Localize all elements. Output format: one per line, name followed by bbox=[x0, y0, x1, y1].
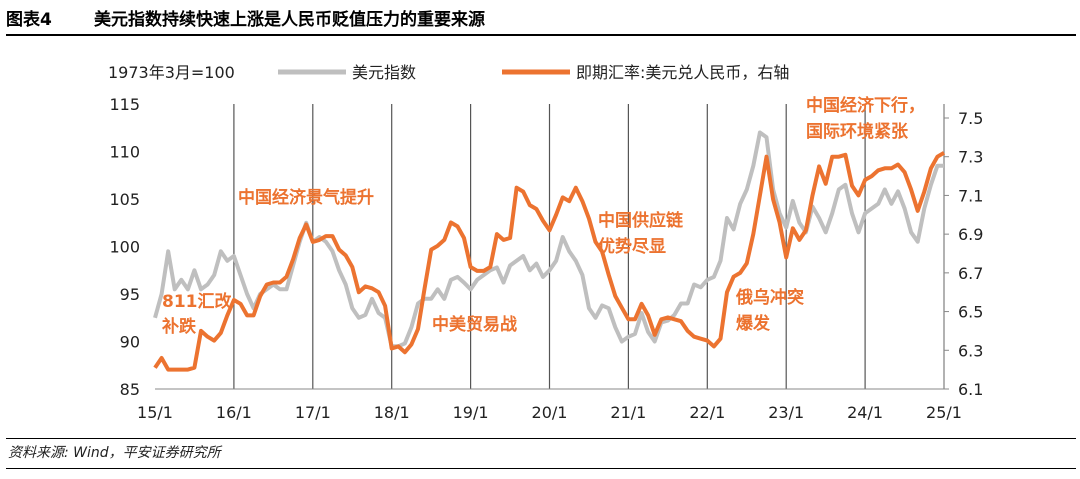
x-tick-label: 15/1 bbox=[137, 403, 173, 422]
left-tick-label: 105 bbox=[109, 190, 140, 209]
annotation-downturn-line1: 中国经济下行， bbox=[806, 95, 925, 116]
series-line-dxy bbox=[153, 130, 944, 349]
annotation-811-line1: 811汇改 bbox=[162, 291, 232, 312]
vertical-grid bbox=[233, 104, 945, 389]
x-tick-label: 21/1 bbox=[610, 403, 646, 422]
right-tick-label: 6.1 bbox=[958, 380, 983, 399]
x-axis-ticks: 15/1 16/1 17/1 18/1 19/1 20/1 21/1 22/1 23/1 24/1… bbox=[137, 403, 962, 422]
left-tick-label: 85 bbox=[120, 380, 140, 399]
right-axis-ticks: 6.1 6.3 6.5 6.7 6.9 7.1 7.3 7.5 bbox=[944, 109, 983, 399]
right-tick-label: 7.5 bbox=[958, 109, 983, 128]
annotation-supply-chain-line2: 优势尽显 bbox=[598, 236, 666, 257]
x-tick-label: 16/1 bbox=[216, 403, 252, 422]
header-rule bbox=[6, 34, 1076, 36]
left-tick-label: 115 bbox=[109, 95, 140, 114]
figure-label: 图表4 bbox=[6, 9, 52, 30]
x-tick-label: 17/1 bbox=[295, 403, 331, 422]
bottom-rule bbox=[6, 468, 1076, 469]
legend-label-usdcny: 即期汇率:美元兑人民币，右轴 bbox=[576, 63, 789, 82]
annotation-economy-up: 中国经济景气提升 bbox=[238, 187, 374, 208]
annotation-811-line2: 补跌 bbox=[161, 316, 197, 337]
chart: 1973年3月=100 美元指数 即期汇率:美元兑人民币，右轴 85 90 95 10… bbox=[108, 63, 983, 422]
figure-header: 图表4 美元指数持续快速上涨是人民币贬值压力的重要来源 bbox=[6, 0, 1076, 34]
x-tick-label: 19/1 bbox=[453, 403, 489, 422]
x-tick-label: 24/1 bbox=[847, 403, 883, 422]
x-tick-label: 18/1 bbox=[374, 403, 410, 422]
x-tick-label: 20/1 bbox=[532, 403, 568, 422]
left-tick-label: 95 bbox=[120, 285, 140, 304]
right-tick-label: 6.7 bbox=[958, 264, 983, 283]
right-tick-label: 6.3 bbox=[958, 341, 983, 360]
right-tick-label: 6.5 bbox=[958, 303, 983, 322]
unit-note: 1973年3月=100 bbox=[108, 63, 235, 82]
annotation-downturn-line2: 国际环境紧张 bbox=[806, 121, 909, 142]
footer-rule bbox=[6, 438, 1076, 439]
legend-label-dxy: 美元指数 bbox=[352, 63, 416, 82]
source-note: 资料来源: Wind，平安证券研究所 bbox=[8, 445, 221, 461]
annotation-war-line2: 爆发 bbox=[736, 313, 771, 334]
annotation-supply-chain-line1: 中国供应链 bbox=[598, 210, 684, 231]
left-tick-label: 90 bbox=[120, 333, 140, 352]
figure-title: 美元指数持续快速上涨是人民币贬值压力的重要来源 bbox=[94, 9, 485, 30]
annotation-war-line1: 俄乌冲突 bbox=[735, 287, 804, 308]
right-tick-label: 7.1 bbox=[958, 186, 983, 205]
right-tick-label: 7.3 bbox=[958, 148, 983, 167]
series-line-usdcny bbox=[153, 151, 946, 372]
left-tick-label: 100 bbox=[109, 238, 140, 257]
annotation-trade-war: 中美贸易战 bbox=[432, 314, 517, 335]
x-tick-label: 25/1 bbox=[926, 403, 962, 422]
left-axis-ticks: 85 90 95 100 105 110 115 bbox=[109, 95, 140, 399]
x-tick-label: 23/1 bbox=[768, 403, 804, 422]
right-tick-label: 6.9 bbox=[958, 225, 983, 244]
left-tick-label: 110 bbox=[109, 143, 140, 162]
x-tick-label: 22/1 bbox=[689, 403, 725, 422]
